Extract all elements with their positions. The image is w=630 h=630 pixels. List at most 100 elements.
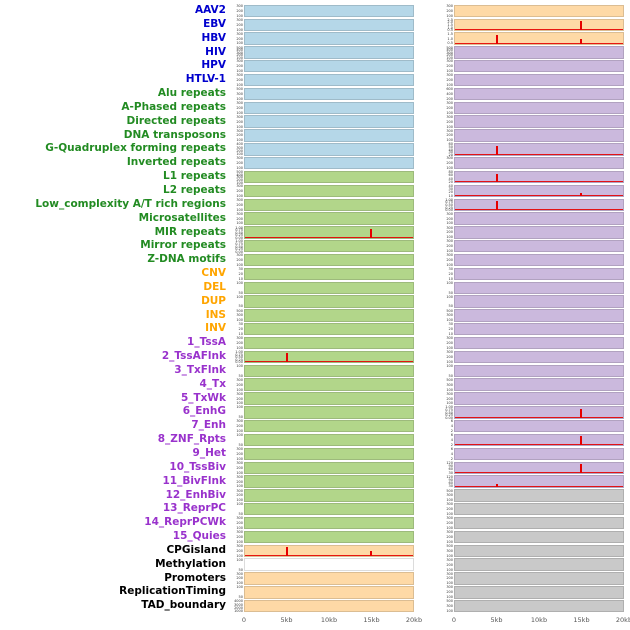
- right-profile-panel: [454, 198, 624, 211]
- y-tick-label: 100: [236, 405, 243, 410]
- left-profile-panel: [244, 101, 414, 114]
- y-tick-label: 300: [446, 502, 453, 507]
- left-panel-y-ticks: 100 50: [229, 558, 244, 572]
- y-tick-label: 200: [446, 216, 453, 221]
- y-tick-label: 100: [236, 557, 243, 562]
- track-label: Z-DNA motifs: [147, 253, 226, 266]
- y-tick-label: 200: [236, 465, 243, 470]
- track-row: Mirror repeats 1.00 0.75 0.50 0.25 0.00 300 2…: [1, 239, 630, 253]
- right-panel-y-ticks: 300 200 100: [414, 115, 454, 129]
- left-profile-panel: [244, 447, 414, 461]
- signal-baseline: [455, 485, 623, 487]
- y-tick-label: 1.00: [235, 225, 243, 230]
- y-tick-label: 100: [446, 525, 453, 530]
- signal-baseline: [455, 471, 623, 473]
- x-tick-label: 10kb: [530, 616, 548, 625]
- y-tick-label: 300: [446, 4, 453, 8]
- y-tick-label: 200: [236, 148, 243, 153]
- y-tick-label: 300: [236, 4, 243, 8]
- left-profile-panel: [244, 129, 414, 142]
- right-profile-panel: [454, 60, 624, 73]
- track-rows-container: AAV2 300 200 100 300 200 100 EBV 300 200 100 2…: [1, 4, 630, 613]
- y-tick-label: 300: [236, 50, 243, 55]
- track-label: L2 repeats: [163, 183, 226, 196]
- y-tick-label: 200: [236, 341, 243, 346]
- y-tick-label: 200: [446, 230, 453, 235]
- right-profile-panel: [454, 336, 624, 350]
- y-tick-label: 300: [236, 31, 243, 36]
- y-tick-label: 400: [446, 91, 453, 96]
- left-profile-panel: [244, 87, 414, 101]
- y-tick-label: 300: [446, 557, 453, 562]
- y-tick-label: 10: [238, 276, 243, 281]
- track-row: INS 500 300 100 500 300 100: [1, 309, 630, 323]
- left-profile-panel: [244, 489, 414, 502]
- left-panel-y-ticks: 300 200 100: [229, 461, 244, 475]
- y-tick-label: 100: [236, 96, 243, 101]
- y-tick-label: 0.75: [235, 228, 243, 233]
- right-profile-panel: [454, 433, 624, 447]
- right-panel-y-ticks: 300 200 100: [414, 572, 454, 586]
- y-tick-label: 200: [446, 96, 453, 101]
- signal-spike: [496, 200, 498, 210]
- left-profile-panel: [244, 461, 414, 474]
- y-tick-label: 300: [446, 548, 453, 553]
- left-panel-y-ticks: 300 200 100: [229, 516, 244, 530]
- left-profile-panel: [244, 378, 414, 391]
- y-tick-label: 200: [446, 78, 453, 83]
- y-tick-label: 200: [236, 548, 243, 553]
- track-row: DUP 100 50 100 50: [1, 295, 630, 309]
- y-tick-label: 100: [236, 433, 243, 438]
- y-tick-label: 30: [238, 267, 243, 272]
- y-tick-label: 0.25: [445, 205, 453, 210]
- y-tick-label: 500: [446, 543, 453, 548]
- signal-spike: [286, 352, 288, 363]
- track-label: ReplicationTiming: [119, 585, 226, 598]
- y-tick-label: 300: [236, 156, 243, 161]
- y-tick-label: 300: [236, 253, 243, 258]
- signal-baseline: [245, 361, 413, 363]
- y-tick-label: 300: [236, 391, 243, 396]
- track-row: DNA transposons 300 200 100 300 200 100: [1, 129, 630, 143]
- right-profile-panel: [454, 461, 624, 474]
- left-profile-panel: [244, 530, 414, 544]
- track-row: HPV 300 200 100 300 200 100: [1, 59, 630, 73]
- left-profile-panel: [244, 32, 414, 45]
- right-profile-panel: [454, 309, 624, 322]
- signal-baseline: [455, 181, 623, 183]
- y-tick-label: 100: [236, 207, 243, 212]
- y-tick-label: 0.75: [445, 200, 453, 205]
- right-profile-panel: [454, 323, 624, 336]
- right-panel-y-ticks: 500 300 100: [414, 309, 454, 323]
- left-panel-y-ticks: 300 200 100: [229, 489, 244, 503]
- left-profile-panel: [244, 475, 414, 488]
- y-tick-label: 50: [448, 304, 453, 309]
- left-panel-y-ticks: 100 50: [229, 585, 244, 599]
- y-tick-label: 120: [446, 474, 453, 479]
- y-tick-label: 300: [446, 225, 453, 230]
- signal-baseline: [455, 208, 623, 210]
- right-panel-y-ticks: 30 20 10: [414, 267, 454, 281]
- y-tick-label: 100: [446, 280, 453, 285]
- y-tick-label: 100: [446, 595, 453, 600]
- y-tick-label: 200: [236, 8, 243, 13]
- left-panel-y-ticks: 300 200 100: [229, 378, 244, 392]
- y-tick-label: 600: [446, 87, 453, 92]
- y-tick-label: 200: [236, 382, 243, 387]
- y-tick-label: 300: [236, 474, 243, 479]
- left-panel-y-ticks: 300 200 100: [229, 336, 244, 350]
- left-panel-y-ticks: 100 50: [229, 295, 244, 309]
- y-tick-label: 100: [446, 346, 453, 350]
- right-profile-panel: [454, 599, 624, 613]
- track-label: G-Quadruplex forming repeats: [45, 142, 226, 155]
- y-tick-label: 100: [446, 401, 453, 406]
- y-tick-label: 100: [236, 13, 243, 18]
- track-label: A-Phased repeats: [121, 100, 226, 113]
- left-profile-panel: [244, 198, 414, 211]
- y-tick-label: 10: [448, 332, 453, 337]
- left-profile-panel: [244, 336, 414, 350]
- y-tick-label: 30: [448, 187, 453, 192]
- y-tick-label: 200: [446, 64, 453, 69]
- y-tick-label: 200: [236, 78, 243, 83]
- right-profile-panel: [454, 392, 624, 405]
